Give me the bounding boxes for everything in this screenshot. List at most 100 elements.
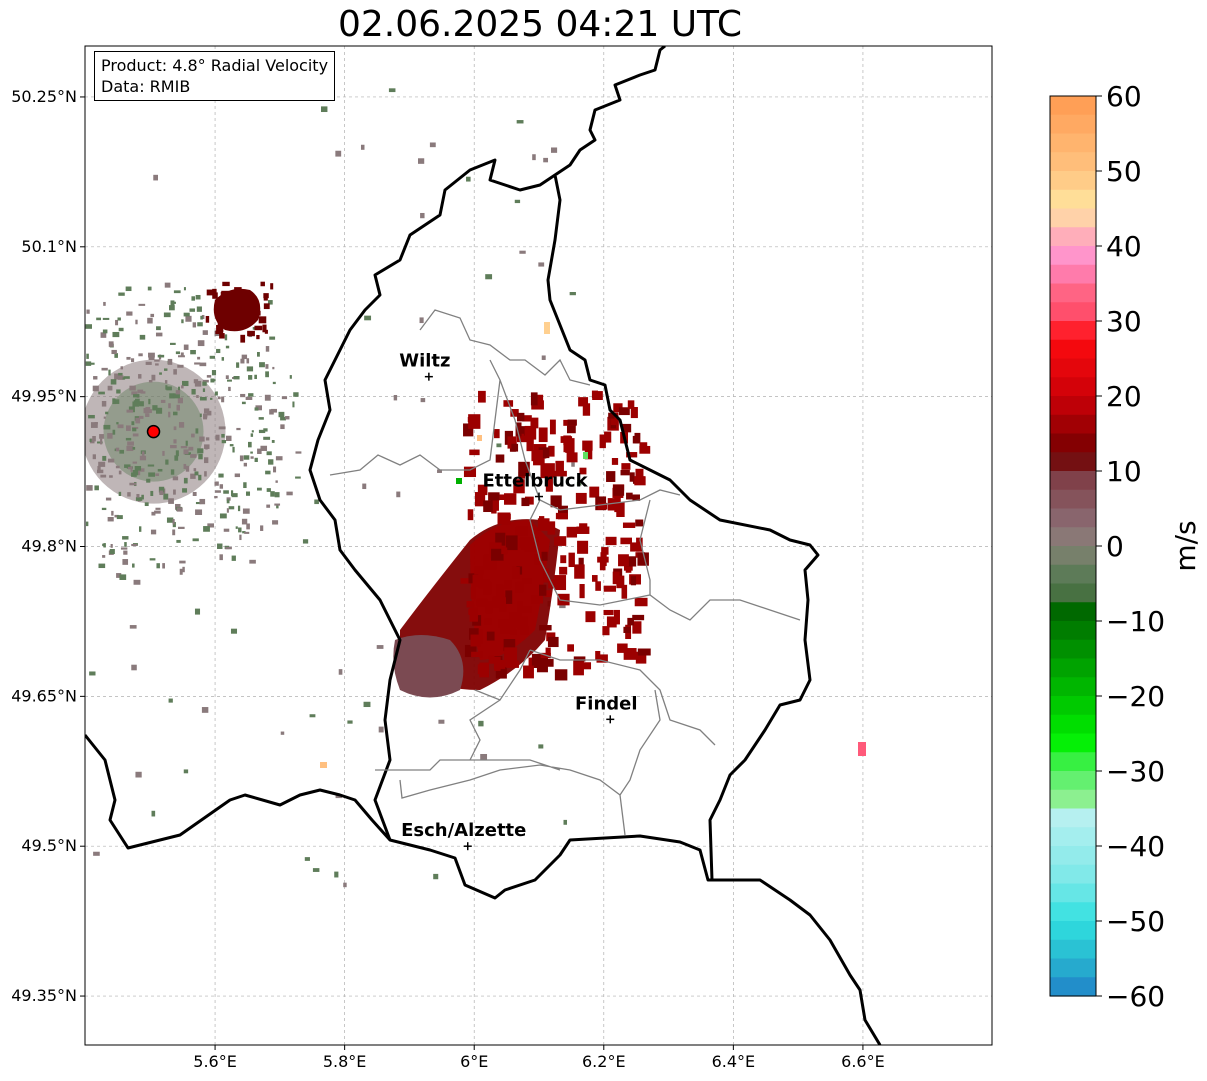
clutter-pixel [123, 550, 128, 555]
clutter-pixel [175, 450, 179, 457]
clutter-pixel [173, 411, 178, 416]
clutter-pixel [173, 369, 177, 375]
clutter-pixel [150, 490, 154, 496]
clutter-pixel [195, 428, 199, 434]
clutter-pixel [86, 309, 90, 314]
clutter-pixel [258, 429, 266, 434]
echo-pixel [530, 537, 539, 545]
clutter-pixel [334, 871, 339, 878]
colorbar-segment [1050, 321, 1096, 341]
echo-pixel [505, 590, 513, 604]
clutter-pixel [293, 392, 299, 397]
clutter-pixel [198, 453, 203, 460]
echo-pixel [522, 578, 532, 584]
clutter-pixel [228, 506, 235, 510]
clutter-pixel [199, 436, 205, 442]
echo-pixel [222, 281, 230, 287]
clutter-pixel [163, 493, 169, 500]
data-source-label: Data: RMIB [101, 77, 191, 96]
colorbar-tick-label: −20 [1106, 680, 1165, 713]
echo-pixel [516, 433, 530, 443]
clutter-pixel [228, 386, 231, 392]
colorbar-segment [1050, 189, 1096, 210]
echo-pixel [567, 644, 574, 652]
clutter-pixel [215, 490, 221, 493]
clutter-pixel [248, 375, 253, 380]
colorbar-unit-label: m/s [1169, 520, 1202, 571]
clutter-pixel [569, 291, 576, 296]
clutter-pixel [125, 286, 132, 292]
clutter-pixel [177, 397, 183, 404]
clutter-pixel [103, 301, 106, 306]
echo-pixel [247, 330, 255, 337]
clutter-pixel [292, 401, 295, 408]
clutter-pixel [516, 120, 524, 124]
clutter-pixel [195, 294, 201, 300]
clutter-pixel [195, 501, 202, 505]
colorbar-tick-label: −60 [1106, 980, 1165, 1013]
clutter-pixel [89, 438, 92, 442]
clutter-pixel [156, 563, 160, 569]
clutter-pixel [162, 450, 165, 456]
echo-pixel [212, 288, 217, 295]
echo-pixel [578, 557, 584, 570]
clutter-pixel [195, 509, 203, 515]
clutter-pixel [271, 408, 278, 413]
echo-pixel [635, 468, 644, 480]
clutter-pixel [226, 499, 230, 504]
clutter-pixel [148, 357, 155, 360]
echo-pixel [557, 505, 568, 520]
clutter-pixel [127, 492, 131, 497]
clutter-pixel [181, 319, 184, 324]
clutter-pixel [273, 466, 277, 473]
clutter-pixel [206, 410, 212, 416]
echo-pixel [469, 607, 478, 622]
clutter-pixel [111, 510, 114, 516]
echo-pixel [478, 579, 490, 589]
echo-pixel [503, 639, 516, 652]
colorbar-segment [1050, 171, 1096, 191]
echo-pixel [519, 537, 531, 548]
clutter-pixel [172, 522, 176, 528]
clutter-pixel [252, 327, 256, 330]
lat-tick-label: 49.5°N [21, 836, 77, 855]
echo-pixel [476, 598, 488, 607]
echo-pixel [573, 656, 586, 662]
clutter-pixel [85, 521, 89, 527]
colorbar-segment [1050, 902, 1096, 922]
map-gridlines [85, 46, 992, 1045]
echo-pixel [543, 568, 549, 583]
echo-pixel [608, 412, 615, 419]
clutter-pixel [168, 411, 171, 418]
clutter-pixel [141, 451, 145, 456]
clutter-pixel [165, 459, 169, 465]
clutter-pixel [541, 355, 546, 360]
clutter-pixel [162, 563, 165, 569]
clutter-pixel [295, 451, 302, 454]
clutter-pixel [100, 438, 103, 445]
clutter-pixel [120, 366, 124, 370]
clutter-pixel [230, 628, 238, 634]
clutter-pixel [185, 440, 188, 446]
clutter-pixel [203, 408, 210, 414]
clutter-pixel [378, 726, 384, 733]
colorbar-segment [1050, 714, 1096, 735]
echo-pixel [254, 325, 263, 331]
echo-pixel [545, 476, 553, 492]
clutter-pixel [218, 473, 224, 478]
colorbar-segment [1050, 752, 1096, 772]
echo-pixel [595, 650, 601, 661]
clutter-pixel [320, 106, 328, 113]
clutter-pixel [159, 490, 164, 495]
clutter-pixel [203, 526, 210, 532]
clutter-pixel [234, 473, 241, 478]
clutter-pixel [138, 415, 144, 419]
echo-pixel [488, 655, 495, 664]
echo-pixel [566, 424, 576, 434]
clutter-pixel [179, 568, 183, 575]
clutter-pixel [118, 491, 122, 497]
echo-pixel [548, 579, 558, 589]
echo-pixel [553, 470, 567, 477]
clutter-pixel [219, 484, 224, 489]
echo-pixel [485, 601, 493, 614]
